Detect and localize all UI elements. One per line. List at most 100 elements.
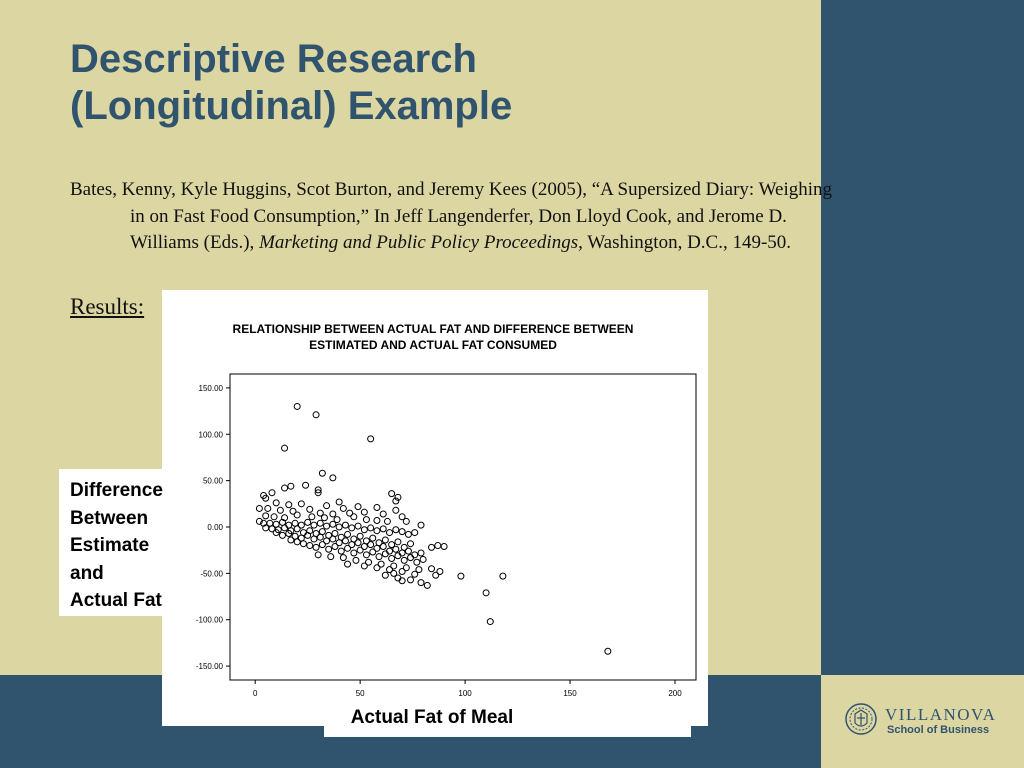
- data-point: [392, 526, 400, 534]
- data-point: [350, 513, 358, 521]
- y-axis: 150.00 100.00 50.00 0.00 -50.00 -100.00 -150.0…: [196, 384, 230, 671]
- data-point: [293, 538, 301, 546]
- scatter-plot-svg: RELATIONSHIP BETWEEN ACTUAL FAT AND DIFF…: [196, 322, 697, 698]
- y-tick-label: 150.00: [199, 384, 224, 393]
- data-point: [306, 542, 314, 550]
- data-point: [314, 489, 322, 497]
- logo-subtitle: School of Business: [887, 724, 990, 736]
- data-point: [379, 510, 387, 518]
- citation: Bates, Kenny, Kyle Huggins, Scot Burton,…: [70, 177, 850, 257]
- data-point: [356, 546, 364, 554]
- data-point: [341, 537, 349, 545]
- data-point: [360, 508, 368, 516]
- y-axis-label-line: and: [70, 562, 104, 584]
- x-axis-label: Actual Fat of Meal: [350, 707, 514, 728]
- citation-text-end: , Washington, D.C., 149-50.: [578, 232, 792, 253]
- data-point: [390, 569, 398, 577]
- data-point: [373, 517, 381, 525]
- data-point: [417, 549, 425, 557]
- data-point: [285, 529, 293, 537]
- data-point: [423, 581, 431, 589]
- data-point: [398, 528, 406, 536]
- data-point: [335, 523, 343, 531]
- data-point: [419, 555, 427, 563]
- data-point: [264, 504, 272, 512]
- data-point: [432, 571, 440, 579]
- data-point: [304, 518, 312, 526]
- chart-title-line2: ESTIMATED AND ACTUAL FAT CONSUMED: [309, 338, 557, 352]
- data-point: [344, 530, 352, 538]
- data-point: [486, 618, 494, 626]
- data-point: [381, 550, 389, 558]
- y-axis-label-line: Between: [70, 507, 149, 529]
- data-point: [344, 544, 352, 552]
- data-point: [381, 571, 389, 579]
- data-point: [373, 544, 381, 552]
- y-tick-label: 100.00: [199, 430, 224, 439]
- data-point: [440, 542, 448, 550]
- data-point: [415, 566, 423, 574]
- data-point: [302, 481, 310, 489]
- results-label: Results:: [70, 294, 145, 319]
- data-point: [354, 503, 362, 511]
- x-tick-label: 50: [356, 689, 365, 698]
- data-point: [407, 540, 415, 548]
- y-tick-label: -100.00: [196, 616, 224, 625]
- data-point: [281, 524, 289, 532]
- y-tick-label: 0.00: [207, 523, 223, 532]
- data-point: [392, 506, 400, 514]
- data-point: [293, 525, 301, 533]
- data-point: [367, 524, 375, 532]
- data-point: [434, 542, 442, 550]
- data-point: [377, 560, 385, 568]
- data-point: [398, 568, 406, 576]
- data-point: [320, 514, 328, 522]
- data-point: [272, 499, 280, 507]
- data-point: [339, 554, 347, 562]
- data-point: [388, 555, 396, 563]
- slide-title-line2: (Longitudinal) Example: [70, 84, 513, 128]
- data-point: [354, 539, 362, 547]
- data-point: [287, 536, 295, 544]
- data-point: [386, 529, 394, 537]
- logo-name: VILLANOVA: [885, 705, 997, 724]
- data-point: [318, 541, 326, 549]
- data-point: [255, 517, 263, 525]
- data-point: [404, 530, 412, 538]
- x-tick-label: 200: [668, 689, 682, 698]
- data-point: [255, 504, 263, 512]
- slide-title-line1: Descriptive Research: [70, 37, 477, 81]
- y-axis-label-box: Difference Between Estimate and Actual F…: [59, 469, 181, 616]
- data-point: [329, 535, 337, 543]
- data-point: [314, 551, 322, 559]
- data-point: [413, 558, 421, 566]
- data-point: [373, 527, 381, 535]
- data-point: [394, 552, 402, 560]
- data-point: [402, 564, 410, 572]
- data-point: [417, 521, 425, 529]
- data-point: [383, 517, 391, 525]
- data-point: [348, 541, 356, 549]
- data-point: [367, 541, 375, 549]
- data-point: [289, 507, 297, 515]
- data-point: [402, 517, 410, 525]
- right-decorative-band: [821, 0, 1024, 675]
- x-axis-label-box: Actual Fat of Meal: [324, 703, 691, 737]
- data-point: [379, 525, 387, 533]
- data-point: [367, 435, 375, 443]
- x-axis: 0 50 100 150 200: [253, 680, 682, 698]
- data-point: [362, 516, 370, 524]
- data-point: [386, 566, 394, 574]
- y-tick-label: 50.00: [203, 477, 224, 486]
- data-point: [314, 486, 322, 494]
- data-point: [333, 516, 341, 524]
- data-point: [262, 512, 270, 520]
- data-point: [299, 540, 307, 548]
- data-point: [262, 494, 270, 502]
- data-point: [287, 482, 295, 490]
- university-seal-icon: [845, 703, 877, 735]
- data-point: [272, 529, 280, 537]
- data-point: [436, 568, 444, 576]
- data-point: [329, 510, 337, 518]
- data-point: [339, 504, 347, 512]
